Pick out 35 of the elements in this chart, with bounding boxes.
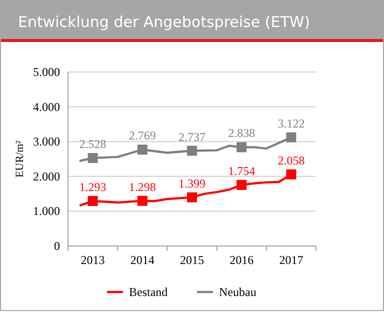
data-label: 2.528 xyxy=(79,137,106,152)
data-label: 2.769 xyxy=(128,128,156,143)
y-axis-title: EUR/m² xyxy=(14,140,26,178)
data-label: 1.293 xyxy=(79,180,106,194)
point xyxy=(137,196,148,206)
y-tick-label: 2.000 xyxy=(33,169,60,184)
x-tick-label: 2016 xyxy=(230,253,254,267)
data-label: 3.122 xyxy=(278,116,305,130)
point xyxy=(286,132,296,142)
legend-label: Neubau xyxy=(219,285,256,299)
point xyxy=(187,192,197,202)
x-tick-label: 2014 xyxy=(130,253,154,267)
chart-title: Entwicklung der Angebotspreise (ETW) xyxy=(18,13,310,31)
y-tick-label: 4.000 xyxy=(33,100,60,114)
x-tick-label: 2015 xyxy=(180,253,204,267)
data-label: 2.058 xyxy=(278,153,305,168)
data-label: 2.737 xyxy=(178,130,206,144)
x-tick-label: 2017 xyxy=(279,253,304,267)
y-tick-label: 5.000 xyxy=(33,65,60,79)
point xyxy=(137,144,148,155)
point xyxy=(88,153,98,164)
data-label: 2.838 xyxy=(228,126,256,140)
legend-label: Bestand xyxy=(129,285,168,299)
point xyxy=(236,180,247,190)
data-label: 1.399 xyxy=(178,176,206,190)
point xyxy=(187,146,197,156)
data-label: 1.754 xyxy=(228,164,256,178)
point xyxy=(236,142,247,152)
y-tick-label: 1.000 xyxy=(33,204,60,218)
point xyxy=(88,196,98,206)
y-tick-label: 3.000 xyxy=(33,134,60,149)
point xyxy=(286,169,296,180)
data-label: 1.298 xyxy=(128,180,156,194)
y-tick-label: 0 xyxy=(54,239,60,253)
x-tick-label: 2013 xyxy=(80,253,105,267)
